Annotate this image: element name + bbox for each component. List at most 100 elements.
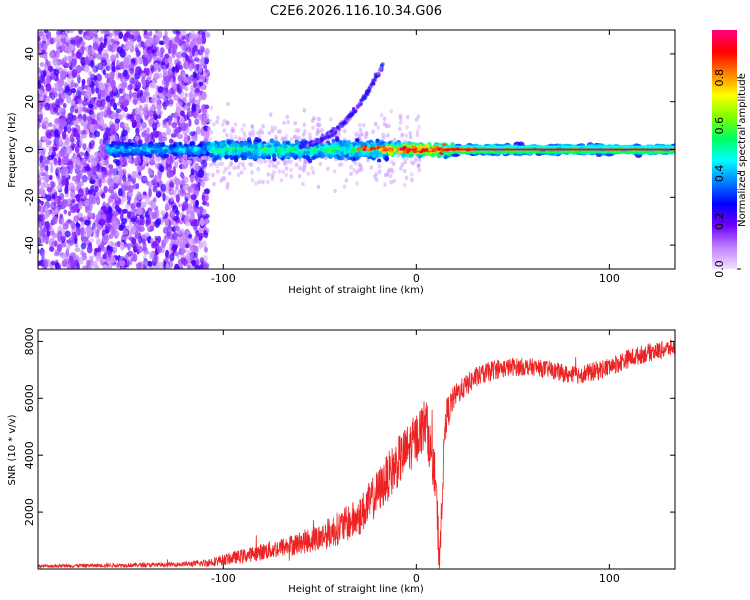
spectrogram-cell [226, 101, 230, 107]
spectrogram-cell [257, 179, 262, 185]
spectrogram-cell [267, 130, 272, 136]
spectrogram-cell [167, 203, 172, 211]
spectrogram-cell [318, 161, 323, 167]
spectrogram-cell [64, 152, 70, 159]
spectrogram-cell [53, 68, 60, 77]
spectrogram-cell [198, 235, 203, 241]
spectrogram-cell [60, 235, 66, 242]
spectrogram-cell [194, 200, 199, 209]
spectrogram-cell [87, 50, 93, 55]
spectrogram-cell [204, 246, 208, 253]
spectrogram-cell [93, 33, 98, 39]
spectrogram-cell [188, 118, 192, 127]
spectrogram-cell [200, 57, 205, 67]
spectrogram-cell [409, 160, 414, 165]
spectrogram-cell [382, 122, 387, 127]
spectrogram-cell [184, 92, 188, 98]
spectrogram-cell [42, 70, 47, 78]
spectrogram-cell [81, 99, 88, 107]
spectrogram-cell [376, 125, 381, 130]
spectrogram-cell [72, 205, 78, 213]
spectrogram-cell [122, 156, 128, 166]
spectrogram-cell [151, 100, 156, 109]
spectrogram-cell [77, 204, 83, 210]
spectrogram-cell [317, 122, 322, 128]
spectrogram-cell [229, 161, 233, 166]
spectrogram-cell [279, 178, 284, 183]
spectrogram-cell [267, 159, 272, 164]
spectrogram-cell [70, 185, 76, 191]
spectrogram-cell [163, 71, 168, 77]
spectrogram-cell [100, 247, 108, 252]
spectrogram-cell [414, 156, 418, 161]
spectrogram-cell [316, 128, 320, 133]
spectrogram-cell [416, 164, 421, 169]
spectrogram-cell [355, 181, 359, 186]
spectrogram-cell [98, 218, 106, 226]
spectrogram-cell [120, 222, 126, 229]
spectrogram-cell [181, 52, 188, 58]
spectrogram-cell [107, 249, 112, 258]
spectrogram-cell [251, 132, 255, 137]
spectrogram-cell [108, 240, 114, 247]
spectrogram-cell [201, 35, 207, 45]
spectrogram-cell [93, 264, 99, 269]
spectrogram-cell [111, 215, 117, 224]
spectrogram-cell [82, 143, 87, 151]
spectrogram-cell [99, 150, 106, 158]
spectrogram-cell [42, 180, 49, 189]
spectrogram-cell [156, 109, 160, 116]
spectrogram-cell [100, 192, 106, 199]
spectrogram-cell [176, 133, 184, 140]
spectrogram-cell [108, 71, 115, 80]
spectrogram-cell [74, 247, 81, 253]
spectrogram-cell [101, 171, 106, 179]
spectrogram-cell [410, 177, 414, 183]
spectrogram-cell [49, 146, 53, 154]
spectrogram-cell [194, 162, 200, 171]
spectrogram-cell [184, 220, 190, 227]
spectrogram-cell [49, 245, 55, 252]
spectrogram-cell [189, 131, 196, 137]
spectrogram-cell [281, 169, 286, 175]
spectrogram-cell [62, 102, 67, 109]
spectrogram-cell [164, 30, 168, 40]
spectrogram-cell [204, 104, 210, 110]
spectrogram-cell [137, 192, 142, 201]
spectrogram-cell [238, 161, 242, 166]
spectrogram-cell [190, 168, 195, 177]
spectrogram-cell [156, 50, 162, 58]
spectrogram-cell [158, 40, 165, 46]
spectrogram-cell [379, 112, 384, 118]
spectrogram-cell [178, 202, 183, 208]
spectrogram-cell [284, 166, 289, 171]
spectrogram-cell [147, 167, 152, 174]
spectrogram-cell [151, 203, 157, 209]
spectrogram-cell [208, 137, 213, 142]
spectrogram-cell [187, 111, 192, 117]
spectrogram-cell [119, 121, 125, 129]
spectrogram-cell [38, 35, 41, 42]
spectrogram-cell [180, 30, 186, 37]
spectrogram-cell [95, 223, 100, 229]
spectrogram-cell [61, 57, 65, 66]
spectrogram-cell [45, 82, 52, 92]
spectrogram-cell [179, 171, 185, 178]
spectrogram-cell [179, 264, 184, 269]
spectrogram-cell [170, 189, 177, 194]
spectrogram-cell [293, 121, 298, 126]
spectrogram-cell [142, 176, 147, 182]
spectrogram-cell [329, 117, 333, 122]
spectrogram-cell [96, 228, 100, 238]
spectrogram-cell [222, 128, 227, 133]
spectrogram-cell [89, 170, 94, 178]
spectrogram-cell [125, 203, 130, 211]
spectrogram-cell [94, 185, 99, 193]
spectrogram-cell [143, 31, 150, 40]
spectrogram-cell [102, 160, 107, 167]
spectrogram-cell [289, 167, 293, 173]
spectrogram-cell [120, 81, 126, 90]
spectrogram-cell [267, 163, 272, 169]
spectrogram-cell [119, 241, 125, 251]
